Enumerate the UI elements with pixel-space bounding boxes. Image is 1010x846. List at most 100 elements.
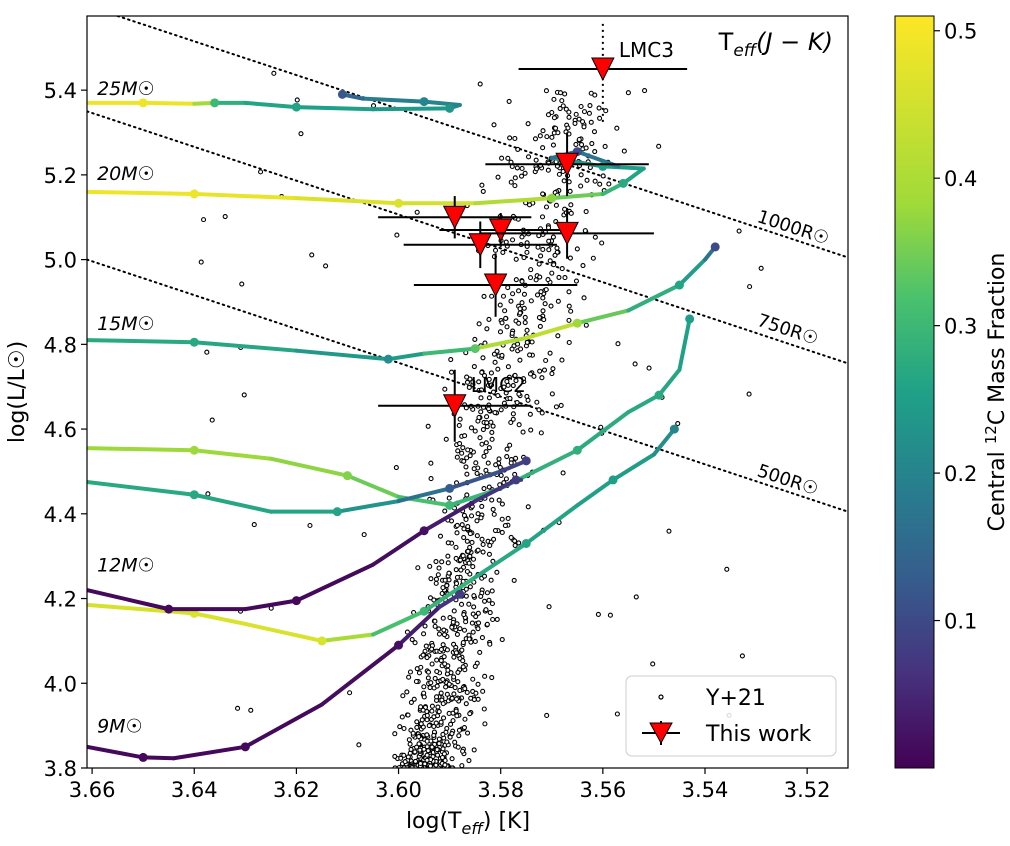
this-work-star bbox=[439, 213, 562, 247]
y21-star bbox=[656, 143, 662, 149]
y21-star bbox=[476, 414, 482, 421]
y21-star bbox=[421, 694, 427, 700]
y21-star bbox=[323, 263, 329, 269]
y21-star bbox=[553, 202, 559, 208]
y21-star bbox=[474, 470, 480, 476]
track-marker bbox=[445, 103, 455, 113]
track-marker bbox=[685, 314, 695, 324]
track-marker bbox=[521, 538, 531, 548]
this-work-star bbox=[378, 196, 532, 239]
y21-star bbox=[538, 253, 544, 259]
y21-star bbox=[205, 491, 211, 497]
y21-star bbox=[500, 293, 507, 299]
y21-star bbox=[453, 708, 459, 714]
y21-star bbox=[591, 129, 598, 135]
track-marker bbox=[291, 102, 301, 112]
y21-star bbox=[414, 209, 420, 215]
track-segment bbox=[396, 605, 442, 648]
y21-star bbox=[566, 303, 572, 309]
y21-star bbox=[567, 188, 573, 194]
y21-star bbox=[472, 428, 478, 434]
y21-star bbox=[534, 292, 541, 298]
y21-star bbox=[410, 730, 416, 736]
y21-star bbox=[412, 749, 418, 755]
track-segment bbox=[371, 609, 427, 637]
y21-star bbox=[198, 259, 204, 265]
track-marker bbox=[189, 445, 199, 455]
track-segment bbox=[87, 338, 197, 345]
y21-star bbox=[209, 417, 215, 423]
y21-star bbox=[503, 315, 509, 321]
y21-star bbox=[479, 182, 485, 188]
y21-star bbox=[579, 119, 586, 125]
y21-star bbox=[438, 690, 444, 696]
y21-star bbox=[504, 324, 510, 330]
track-segment bbox=[141, 755, 176, 761]
y21-star bbox=[507, 395, 513, 401]
y21-star bbox=[456, 422, 462, 429]
y21-star bbox=[436, 740, 442, 747]
y21-star bbox=[481, 453, 487, 459]
y21-star bbox=[592, 92, 598, 98]
y21-star bbox=[429, 708, 435, 714]
y21-star bbox=[448, 369, 455, 375]
y21-star bbox=[435, 704, 441, 710]
y-tick-label: 5.2 bbox=[44, 164, 77, 188]
y21-star bbox=[467, 531, 473, 537]
y21-star bbox=[511, 577, 517, 583]
y21-star bbox=[565, 125, 571, 131]
track-marker bbox=[317, 636, 327, 646]
y21-star bbox=[504, 453, 510, 460]
y21-star bbox=[499, 501, 505, 507]
track-segment bbox=[422, 499, 478, 533]
y21-star bbox=[532, 136, 539, 142]
y21-star bbox=[478, 409, 484, 415]
y21-star bbox=[436, 565, 442, 571]
y21-star bbox=[736, 228, 742, 234]
track-marker bbox=[669, 424, 679, 434]
y21-star bbox=[502, 523, 508, 529]
y21-star bbox=[592, 178, 598, 184]
radius-line bbox=[116, 16, 848, 259]
y21-star bbox=[527, 411, 533, 417]
y21-star bbox=[442, 661, 448, 667]
y21-star bbox=[550, 366, 556, 372]
track-segment bbox=[87, 602, 197, 616]
y21-star bbox=[394, 232, 400, 238]
y21-star bbox=[437, 533, 444, 539]
y21-star bbox=[200, 217, 207, 223]
y21-star bbox=[490, 506, 496, 512]
y21-star bbox=[454, 631, 460, 637]
y21-star bbox=[505, 285, 511, 291]
y21-star bbox=[425, 748, 431, 754]
track-marker bbox=[189, 337, 199, 347]
y21-star bbox=[455, 744, 461, 750]
this-work-marker bbox=[488, 218, 513, 243]
y21-star bbox=[491, 122, 497, 128]
y21-star bbox=[592, 148, 598, 155]
colorbar: 0.1 0.2 0.3 0.4 0.5 Central 12C Mass Fractio… bbox=[894, 15, 1010, 769]
y21-star bbox=[419, 717, 425, 723]
y21-star bbox=[486, 484, 492, 490]
y21-star bbox=[508, 534, 514, 541]
y21-star bbox=[502, 308, 508, 314]
y21-star bbox=[513, 455, 519, 461]
y21-star bbox=[490, 423, 496, 429]
y21-star bbox=[475, 681, 481, 687]
y21-star bbox=[549, 270, 555, 276]
y21-star bbox=[453, 567, 459, 573]
y21-star bbox=[425, 423, 431, 429]
track-segment bbox=[626, 393, 662, 415]
y21-star bbox=[537, 274, 543, 280]
track-segment bbox=[294, 105, 376, 112]
y21-star bbox=[574, 246, 580, 252]
y21-star bbox=[431, 714, 437, 720]
track-marker bbox=[618, 178, 628, 188]
track-marker bbox=[419, 97, 429, 107]
y21-star bbox=[524, 339, 530, 345]
colorbar-label: Central 12C Mass Fraction bbox=[982, 253, 1010, 532]
track-segment bbox=[87, 480, 197, 497]
y21-star bbox=[496, 456, 502, 462]
y21-star bbox=[465, 447, 471, 453]
y21-star bbox=[675, 420, 681, 427]
